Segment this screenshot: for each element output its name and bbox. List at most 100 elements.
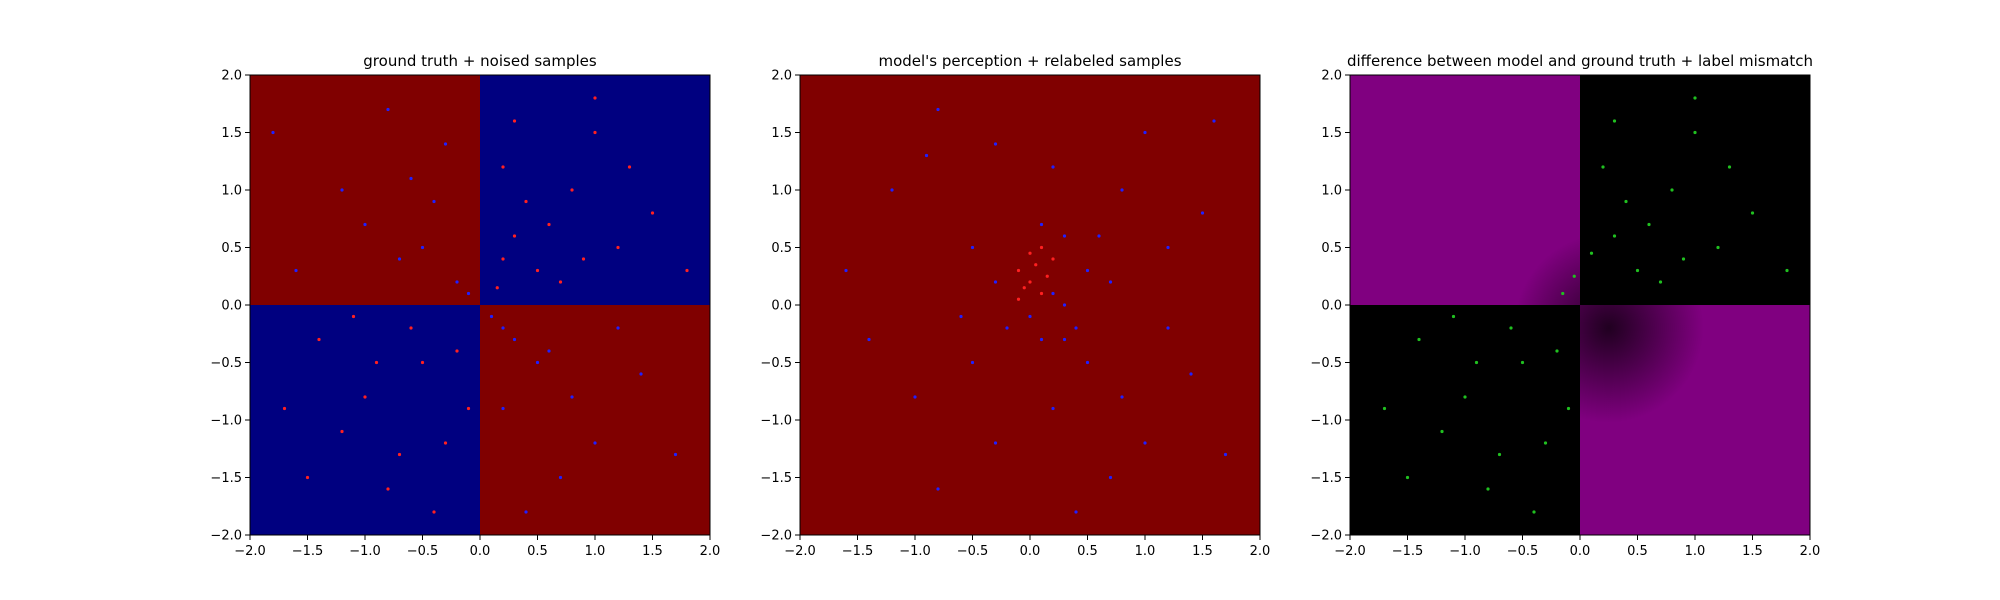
data-point — [466, 291, 471, 296]
x-tick-label: −1.0 — [899, 544, 931, 559]
data-point — [993, 441, 998, 445]
background-region — [480, 75, 710, 305]
data-point — [501, 406, 505, 411]
y-tick-label: 2.0 — [1321, 69, 1342, 84]
data-point — [1561, 291, 1565, 296]
y-tick-label: −1.5 — [1310, 471, 1342, 486]
x-tick-label: −1.0 — [349, 544, 381, 559]
data-point — [455, 280, 459, 284]
data-point — [867, 337, 871, 342]
data-point — [593, 130, 597, 135]
data-point — [1039, 222, 1044, 227]
data-point — [1039, 245, 1044, 250]
data-point — [1200, 211, 1205, 215]
data-point — [1520, 360, 1525, 365]
data-point — [673, 452, 678, 457]
x-tick-label: −1.5 — [842, 544, 874, 559]
data-point — [363, 395, 367, 399]
data-point — [627, 165, 632, 169]
y-tick-label: 1.0 — [1321, 184, 1342, 199]
data-point — [512, 337, 517, 342]
y-tick-label: 1.5 — [221, 126, 242, 141]
data-point — [420, 245, 425, 250]
data-point — [1658, 280, 1663, 284]
y-tick-label: −1.0 — [1310, 414, 1342, 429]
data-point — [294, 268, 298, 273]
data-point — [432, 199, 436, 204]
data-point — [340, 429, 344, 434]
data-point — [1062, 337, 1067, 342]
data-point — [1543, 441, 1548, 445]
data-point — [1612, 234, 1617, 238]
data-point — [1062, 303, 1067, 307]
data-point — [593, 441, 597, 445]
y-tick-label: −1.0 — [210, 414, 242, 429]
data-point — [443, 142, 448, 146]
data-point — [466, 406, 471, 411]
data-point — [1223, 452, 1228, 457]
data-point — [1166, 326, 1170, 330]
uncertainty-blob — [1513, 233, 1704, 423]
data-point — [271, 130, 275, 135]
data-point — [1601, 165, 1605, 169]
x-tick-label: 2.0 — [700, 544, 721, 559]
data-point — [1028, 314, 1032, 319]
y-tick-label: 0.0 — [771, 299, 792, 314]
plot-area: −2.0 −1.5 −1.0 −0.5 0.0 0.5 1.0 1.5 2.0 −2.0 −1.5 −… — [760, 69, 1270, 560]
data-point — [1108, 280, 1113, 284]
data-point — [1417, 337, 1421, 342]
data-point — [501, 257, 505, 261]
data-point — [936, 107, 940, 112]
y-tick-label: −2.0 — [760, 529, 792, 544]
data-point — [1189, 372, 1193, 376]
x-tick-label: 1.5 — [642, 544, 663, 559]
data-point — [1016, 268, 1021, 273]
y-tick-label: −1.5 — [210, 471, 242, 486]
data-point — [1005, 326, 1009, 330]
data-point — [1045, 274, 1049, 278]
data-point — [1693, 96, 1697, 100]
x-tick-label: 1.0 — [1685, 544, 1706, 559]
data-point — [524, 510, 528, 514]
x-tick-label: 0.0 — [1020, 544, 1041, 559]
background-region — [480, 305, 710, 535]
data-point — [1085, 360, 1090, 365]
x-tick-label: −0.5 — [957, 544, 989, 559]
data-point — [1028, 280, 1032, 284]
y-tick-label: −0.5 — [760, 356, 792, 371]
data-point — [1382, 406, 1387, 411]
panel-ground-truth: −2.0 −1.5 −1.0 −0.5 0.0 0.5 1.0 1.5 2.0 −2.0 −1.5 −… — [210, 52, 720, 559]
data-point — [616, 326, 620, 330]
data-point — [282, 406, 287, 411]
data-point — [1635, 268, 1640, 273]
data-point — [1612, 119, 1617, 123]
data-point — [1212, 119, 1216, 123]
y-tick-label: 0.5 — [1321, 241, 1342, 256]
data-point — [936, 487, 940, 491]
data-point — [1681, 257, 1686, 261]
x-tick-label: 2.0 — [1250, 544, 1271, 559]
data-point — [1051, 291, 1055, 296]
data-point — [1039, 337, 1044, 342]
plot-content — [800, 75, 1260, 535]
data-point — [1486, 487, 1490, 491]
data-point — [959, 314, 963, 319]
data-point — [1051, 406, 1055, 411]
data-point — [1016, 297, 1021, 301]
data-point — [1062, 234, 1067, 238]
y-tick-label: −0.5 — [210, 356, 242, 371]
plot-content — [1350, 75, 1810, 535]
background-region — [250, 75, 480, 305]
data-point — [455, 349, 459, 353]
data-point — [535, 360, 540, 365]
x-tick-label: 0.0 — [470, 544, 491, 559]
data-point — [443, 441, 448, 445]
data-point — [512, 234, 517, 238]
data-point — [844, 268, 848, 273]
chart-title: model's perception + relabeled samples — [878, 52, 1181, 70]
data-point — [1716, 245, 1720, 250]
data-point — [970, 245, 975, 250]
x-tick-label: 2.0 — [1800, 544, 1821, 559]
data-point — [1589, 251, 1594, 255]
